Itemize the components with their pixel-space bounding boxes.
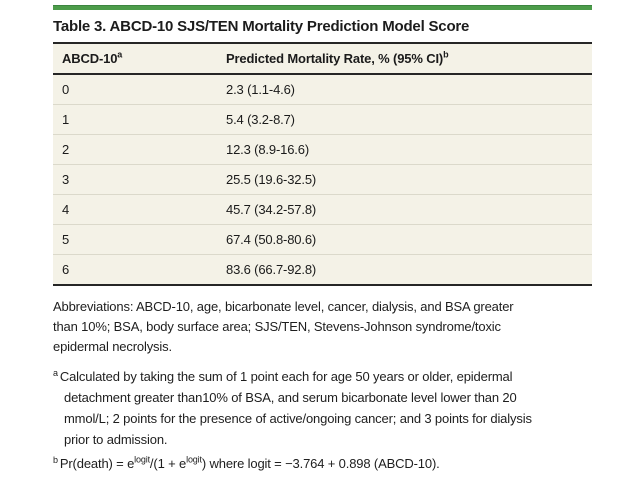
footnote-a: a Calculated by taking the sum of 1 point… bbox=[53, 366, 556, 450]
score-cell: 5 bbox=[53, 224, 226, 255]
abbreviations-note: Abbreviations: ABCD-10, age, bicarbonate… bbox=[53, 299, 514, 354]
table-row: 6 83.6 (66.7-92.8) bbox=[53, 254, 592, 285]
table-header: ABCD-10a Predicted Mortality Rate, % (95… bbox=[53, 44, 592, 75]
table-row: 4 45.7 (34.2-57.8) bbox=[53, 194, 592, 225]
column-header-rate: Predicted Mortality Rate, % (95% CI)b bbox=[226, 44, 592, 75]
table-title: Table 3. ABCD-10 SJS/TEN Mortality Predi… bbox=[53, 18, 470, 35]
footnote-marker-a-ref: a bbox=[117, 49, 123, 60]
footnote-a-text: Calculated by taking the sum of 1 point … bbox=[59, 369, 532, 447]
table-body: 0 2.3 (1.1-4.6) 1 5.4 (3.2-8.7) 2 12.3 (… bbox=[53, 74, 592, 285]
score-cell: 4 bbox=[53, 194, 226, 225]
score-cell: 6 bbox=[53, 254, 226, 285]
table-figure: Table 3. ABCD-10 SJS/TEN Mortality Predi… bbox=[53, 5, 592, 480]
column-header-rate-label: Predicted Mortality Rate, % (95% CI) bbox=[226, 51, 444, 66]
rate-cell: 45.7 (34.2-57.8) bbox=[226, 194, 592, 225]
score-cell: 2 bbox=[53, 134, 226, 165]
rate-cell: 25.5 (19.6-32.5) bbox=[226, 164, 592, 195]
footnote-a-marker: a bbox=[53, 367, 58, 378]
rate-cell: 67.4 (50.8-80.6) bbox=[226, 224, 592, 255]
column-header-score: ABCD-10a bbox=[53, 44, 226, 75]
table-row: 2 12.3 (8.9-16.6) bbox=[53, 134, 592, 165]
table-row: 5 67.4 (50.8-80.6) bbox=[53, 224, 592, 255]
rate-cell: 83.6 (66.7-92.8) bbox=[226, 254, 592, 285]
formula-superscript: logit bbox=[186, 454, 202, 465]
title-divider bbox=[53, 42, 592, 44]
footnote-b: b Pr(death) = elogit/(1 + elogit) where l… bbox=[53, 453, 556, 474]
score-cell: 0 bbox=[62, 82, 70, 97]
header-row: ABCD-10a Predicted Mortality Rate, % (95… bbox=[53, 44, 592, 75]
accent-bar bbox=[53, 5, 592, 10]
column-header-score-label: ABCD-10 bbox=[62, 51, 118, 66]
footnote-b-marker: b bbox=[53, 454, 58, 465]
table-row: 3 25.5 (19.6-32.5) bbox=[53, 164, 592, 195]
rate-cell: 5.4 (3.2-8.7) bbox=[226, 104, 592, 135]
formula-superscript: logit bbox=[134, 454, 150, 465]
mortality-score-table: ABCD-10a Predicted Mortality Rate, % (95… bbox=[53, 44, 592, 286]
table-row: 0 2.3 (1.1-4.6) bbox=[53, 74, 592, 105]
formula-segment: /(1 + e bbox=[149, 456, 187, 471]
rate-cell: 12.3 (8.9-16.6) bbox=[226, 134, 592, 165]
footnote-b-formula: Pr(death) = elogit/(1 + elogit) where lo… bbox=[59, 454, 440, 471]
table-row: 1 5.4 (3.2-8.7) bbox=[53, 104, 592, 135]
footnote-marker-b-ref: b bbox=[443, 49, 449, 60]
formula-segment: ) where logit = −3.764 + 0.898 (ABCD-10)… bbox=[201, 456, 440, 471]
rate-cell: 2.3 (1.1-4.6) bbox=[226, 82, 295, 97]
formula-segment: Pr(death) = e bbox=[59, 456, 135, 471]
score-cell: 1 bbox=[53, 104, 226, 135]
score-cell: 3 bbox=[53, 164, 226, 195]
